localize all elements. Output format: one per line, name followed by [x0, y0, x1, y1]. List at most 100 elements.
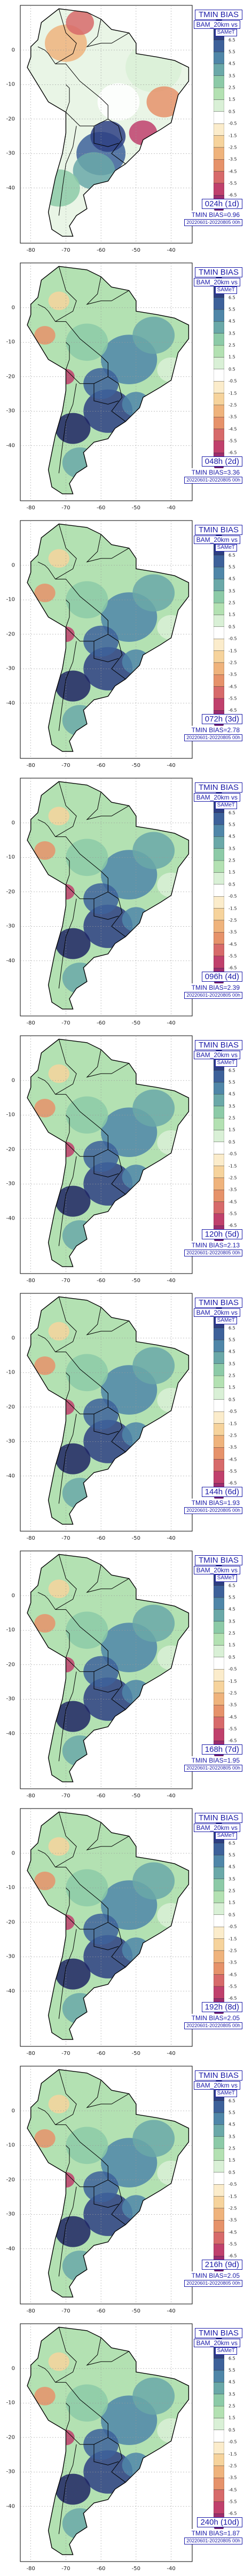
country-border: [55, 781, 77, 837]
latitude-tick-label: -20: [6, 1662, 15, 1668]
colorbar-swatch: [214, 1950, 224, 1963]
colorbar-tick-label: 5.5: [229, 1080, 235, 1085]
colorbar-tick-label: 0.5: [229, 1139, 235, 1145]
colorbar-tick-label: 6.5: [229, 37, 235, 43]
colorbar-tick-label: 6.5: [229, 1325, 235, 1331]
colorbar-tick-label: 2.5: [229, 858, 235, 863]
colorbar-swatch: [214, 1423, 224, 1436]
coastline: [27, 1038, 190, 1267]
colorbar-swatch: [214, 2418, 224, 2431]
colorbar-tick-label: -6.5: [229, 1480, 237, 1486]
colorbar-swatch: [214, 345, 224, 358]
model-label: BAM_20km vs: [193, 1566, 240, 1574]
colorbar-tick-label: -1.5: [229, 2194, 237, 2199]
colorbar-tick-label: 3.5: [229, 1361, 235, 1367]
colorbar-swatch: [214, 1130, 224, 1143]
colorbar-tick-label: -3.5: [229, 2217, 237, 2223]
colorbar-swatch: [214, 135, 224, 148]
bias-map-panel: 7.56.55.54.53.52.51.50.5-0.5-1.5-2.5-3.5…: [0, 258, 252, 515]
longitude-tick-label: -80: [26, 763, 35, 769]
colorbar-tick-label: 6.5: [229, 2098, 235, 2104]
colorbar-tick-label: -2.5: [229, 402, 237, 408]
colorbar-tick-label: 4.5: [229, 834, 235, 839]
colorbar-tick-label: 0.5: [229, 2427, 235, 2433]
longitude-tick-label: -40: [167, 2051, 176, 2057]
country-border: [66, 112, 108, 127]
coastline: [27, 523, 190, 752]
colorbar-tick-label: 5.5: [229, 49, 235, 55]
colorbar-tick-label: -4.5: [229, 684, 237, 689]
model-label: BAM_20km vs: [193, 1051, 240, 1059]
country-border: [66, 627, 108, 642]
colorbar-tick-label: -5.5: [229, 2499, 237, 2504]
colorbar-swatch: [214, 1926, 224, 1939]
colorbar-swatch: [214, 1843, 224, 1856]
country-border: [93, 1671, 119, 1693]
reference-label: SAMeT: [215, 802, 237, 809]
colorbar-swatch: [214, 1166, 224, 1178]
colorbar-swatch: [214, 1657, 224, 1670]
latitude-tick-label: -40: [6, 1473, 15, 1479]
colorbar-swatch: [214, 1890, 224, 1903]
map-canvas: [20, 1550, 193, 1789]
colorbar-swatch: [214, 2220, 224, 2232]
longitude-tick-label: -70: [61, 763, 70, 769]
longitude-tick-label: -50: [131, 1278, 141, 1284]
map-title: TMIN BIAS: [194, 1813, 242, 1823]
colorbar-tick-label: 6.5: [229, 1068, 235, 1073]
colorbar-tick-label: 0.5: [229, 624, 235, 630]
colorbar-tick-label: -0.5: [229, 2439, 237, 2445]
map-canvas: [20, 1293, 193, 1532]
country-border: [58, 1414, 77, 1504]
bias-map-panel: 7.56.55.54.53.52.51.50.5-0.5-1.5-2.5-3.5…: [0, 2061, 252, 2318]
longitude-tick-label: -80: [26, 247, 35, 253]
latitude-tick-label: -20: [6, 2434, 15, 2441]
lead-time-label: 096h (4d): [201, 972, 242, 982]
latitude-tick-label: -20: [6, 2177, 15, 2183]
colorbar-tick-label: -0.5: [229, 1151, 237, 1157]
colorbar-swatch: [214, 321, 224, 334]
country-border: [66, 1657, 108, 1672]
colorbar-tick-label: -2.5: [229, 1690, 237, 1696]
country-border: [65, 2145, 70, 2174]
colorbar-tick-label: -5.5: [229, 181, 237, 186]
period-label: 20220601-20220805 00h: [184, 992, 242, 999]
country-border: [37, 1849, 56, 1867]
colorbar-tick-label: 5.5: [229, 1595, 235, 1600]
longitude-tick-label: -40: [167, 2566, 176, 2572]
colorbar-swatch: [214, 64, 224, 76]
colorbar-swatch: [214, 686, 224, 699]
bias-map-panel: 7.56.55.54.53.52.51.50.5-0.5-1.5-2.5-3.5…: [0, 1546, 252, 1803]
country-border: [65, 1372, 70, 1401]
bias-map-panel: 7.56.55.54.53.52.51.50.5-0.5-1.5-2.5-3.5…: [0, 773, 252, 1030]
country-border: [93, 2444, 119, 2465]
longitude-tick-label: -80: [26, 2308, 35, 2314]
colorbar-swatch: [214, 369, 224, 382]
country-border: [58, 1156, 77, 1246]
coastline: [27, 2069, 190, 2298]
latitude-tick-label: -10: [6, 1369, 15, 1376]
country-border: [93, 2186, 119, 2208]
country-border: [86, 19, 129, 48]
country-border: [55, 266, 77, 322]
colorbar-tick-label: -4.5: [229, 2487, 237, 2493]
colorbar-tick-label: -0.5: [229, 378, 237, 384]
country-border: [37, 304, 56, 322]
latitude-tick-label: 0: [11, 1335, 15, 1341]
colorbar-swatch: [214, 1399, 224, 1412]
model-label: BAM_20km vs: [193, 2081, 240, 2090]
colorbar-tick-label: 0.5: [229, 367, 235, 372]
colorbar-tick-label: 1.5: [229, 2158, 235, 2163]
country-border: [58, 641, 77, 731]
country-border: [37, 561, 56, 579]
colorbar-tick-label: -6.5: [229, 450, 237, 455]
longitude-tick-label: -50: [131, 1793, 141, 1799]
longitude-tick-label: -70: [61, 2566, 70, 2572]
colorbar-tick-label: 4.5: [229, 1864, 235, 1869]
colorbar-tick-label: -1.5: [229, 391, 237, 396]
colorbar-tick-label: -6.5: [229, 2511, 237, 2516]
colorbar-swatch: [214, 297, 224, 310]
colorbar-swatch: [214, 638, 224, 651]
colorbar-swatch: [214, 429, 224, 441]
colorbar-swatch: [214, 1411, 224, 1424]
